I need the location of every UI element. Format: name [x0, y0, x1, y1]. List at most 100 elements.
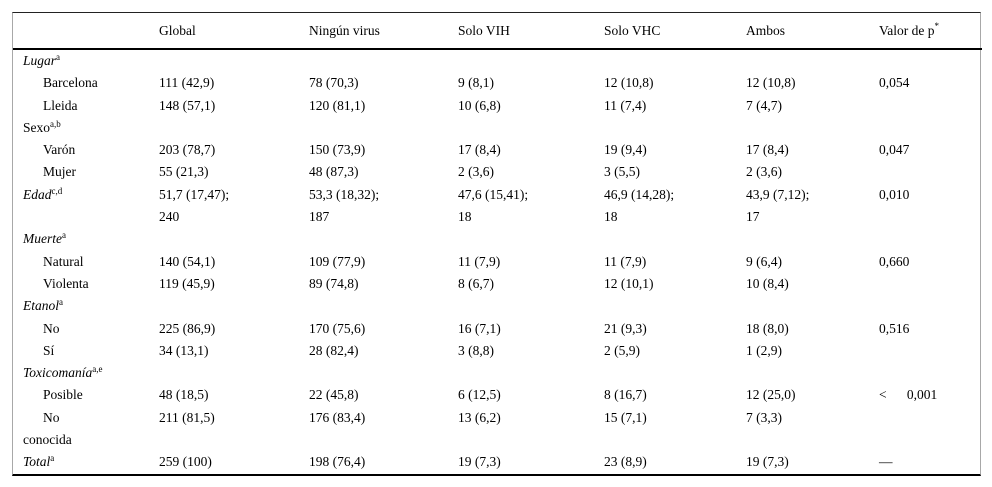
value-cell: 170 (75,6) [309, 320, 366, 336]
value-cell [159, 295, 309, 317]
table-row: Muertea [13, 228, 982, 250]
row-label-cell: Edadc,d [13, 184, 159, 229]
header-cell-global: Global [159, 13, 309, 50]
value-cell: 11 (7,9) [604, 253, 647, 269]
value-cell [458, 228, 604, 250]
header-cell-rowlabels [13, 13, 159, 50]
value-cell [458, 117, 604, 139]
value-cell: 176 (83,4) [309, 409, 366, 425]
value-cell: 46,9 (14,28); 18 [604, 186, 675, 225]
value-cell: 43,9 (7,12); 17 [746, 186, 810, 225]
table-row: Barcelona 111 (42,9) 78 (70,3) 9 (8,1) 12 (1… [13, 72, 982, 94]
row-label-cell: Natural [13, 251, 159, 273]
value-cell: 1 (2,9) [746, 342, 782, 358]
value-cell: — [879, 454, 893, 470]
header-cell-ningun-virus: Ningún virus [309, 13, 458, 50]
value-cell: 89 (74,8) [309, 275, 359, 291]
value-cell [309, 49, 458, 72]
row-label-cell: Barcelona [13, 72, 159, 94]
row-label-cell: Posible [13, 384, 159, 406]
value-cell [879, 228, 982, 250]
value-cell: 17 (8,4) [458, 142, 501, 158]
value-cell: 55 (21,3) [159, 164, 209, 180]
table-row: Posible 48 (18,5) 22 (45,8) 6 (12,5) 8 (16,7… [13, 384, 982, 406]
table-row: Etanola [13, 295, 982, 317]
value-cell: 203 (78,7) [159, 142, 216, 158]
row-label-cell: Etanola [13, 295, 159, 317]
value-cell [879, 407, 982, 452]
row-label: Posible [43, 387, 83, 403]
statistics-table-container: Global Ningún virus Solo VIH Solo VHC Am… [12, 12, 982, 476]
row-label: Lugar [23, 53, 57, 68]
value-cell: 259 (100) [159, 454, 212, 470]
value-cell [159, 362, 309, 384]
row-label: Total [23, 454, 51, 470]
header-label: Solo VIH [458, 22, 510, 38]
value-cell [309, 117, 458, 139]
value-cell: 7 (4,7) [746, 97, 782, 113]
value-cell: 211 (81,5) [159, 409, 215, 425]
value-cell: 15 (7,1) [604, 409, 647, 425]
value-cell [309, 362, 458, 384]
row-label-cell: Varón [13, 139, 159, 161]
value-cell: 13 (6,2) [458, 409, 501, 425]
table-row: No conocida 211 (81,5) 176 (83,4) 13 (6,2) 1… [13, 407, 982, 452]
value-cell: 19 (7,3) [458, 454, 501, 470]
row-label: Edad [23, 186, 52, 202]
row-label: No [43, 320, 60, 336]
header-row: Global Ningún virus Solo VIH Solo VHC Am… [13, 13, 982, 50]
value-cell [159, 228, 309, 250]
row-label: Sexo [23, 119, 50, 135]
value-cell: 10 (8,4) [746, 275, 789, 291]
table-row: Edadc,d 51,7 (17,47); 240 53,3 (18,32); 18… [13, 184, 982, 229]
value-cell: 140 (54,1) [159, 253, 216, 269]
table-body: Lugara Barcelona 111 (42,9) 78 (70,3) 9 (8,1… [13, 49, 982, 474]
table-row: Sí 34 (13,1) 28 (82,4) 3 (8,8) 2 (5,9) 1 (2,9… [13, 340, 982, 362]
header-label: Ningún virus [309, 22, 380, 38]
value-cell: 3 (5,5) [604, 164, 640, 180]
row-label-cell: Lugara [13, 49, 159, 72]
value-cell: 2 (3,6) [746, 164, 782, 180]
row-label-superscript: a [50, 453, 55, 464]
value-cell [879, 95, 982, 117]
value-cell [309, 228, 458, 250]
value-cell: 0,660 [879, 253, 910, 269]
row-label-cell: Sexoa,b [13, 117, 159, 139]
row-label: Lleida [43, 97, 78, 113]
value-cell: 21 (9,3) [604, 320, 647, 336]
value-cell [746, 295, 879, 317]
table-row: Mujer 55 (21,3) 48 (87,3) 2 (3,6) 3 (5,5) 2 (… [13, 161, 982, 183]
value-cell [746, 228, 879, 250]
value-cell: 2 (3,6) [458, 164, 494, 180]
value-cell [604, 117, 746, 139]
value-cell [604, 362, 746, 384]
row-label: Muerte [23, 231, 62, 247]
value-cell: 9 (8,1) [458, 75, 494, 91]
row-label-cell: Mujer [13, 161, 159, 183]
row-label-superscript: a [59, 297, 63, 308]
value-cell [879, 161, 982, 183]
value-cell: 8 (16,7) [604, 387, 647, 403]
header-label: Solo VHC [604, 22, 661, 38]
value-cell: 2 (5,9) [604, 342, 640, 358]
value-cell: 7 (3,3) [746, 409, 782, 425]
row-label-cell: Muertea [13, 228, 159, 250]
value-cell: 11 (7,4) [604, 97, 647, 113]
row-label-cell: Violenta [13, 273, 159, 295]
value-cell [458, 362, 604, 384]
table-header: Global Ningún virus Solo VIH Solo VHC Am… [13, 13, 982, 50]
value-cell: 19 (9,4) [604, 142, 647, 158]
header-cell-ambos: Ambos [746, 13, 879, 50]
value-cell: 23 (8,9) [604, 454, 647, 470]
value-cell: 109 (77,9) [309, 253, 366, 269]
value-cell [879, 295, 982, 317]
value-cell [746, 49, 879, 72]
table-row: Lleida 148 (57,1) 120 (81,1) 10 (6,8) 11 (7,… [13, 95, 982, 117]
row-label-superscript: c,d [51, 185, 63, 196]
table-row: No 225 (86,9) 170 (75,6) 16 (7,1) 21 (9,3) 18… [13, 318, 982, 340]
value-cell: 22 (45,8) [309, 387, 359, 403]
value-cell [879, 362, 982, 384]
row-label: No conocida [23, 409, 72, 448]
row-label: Natural [43, 253, 84, 269]
value-cell: 78 (70,3) [309, 75, 359, 91]
